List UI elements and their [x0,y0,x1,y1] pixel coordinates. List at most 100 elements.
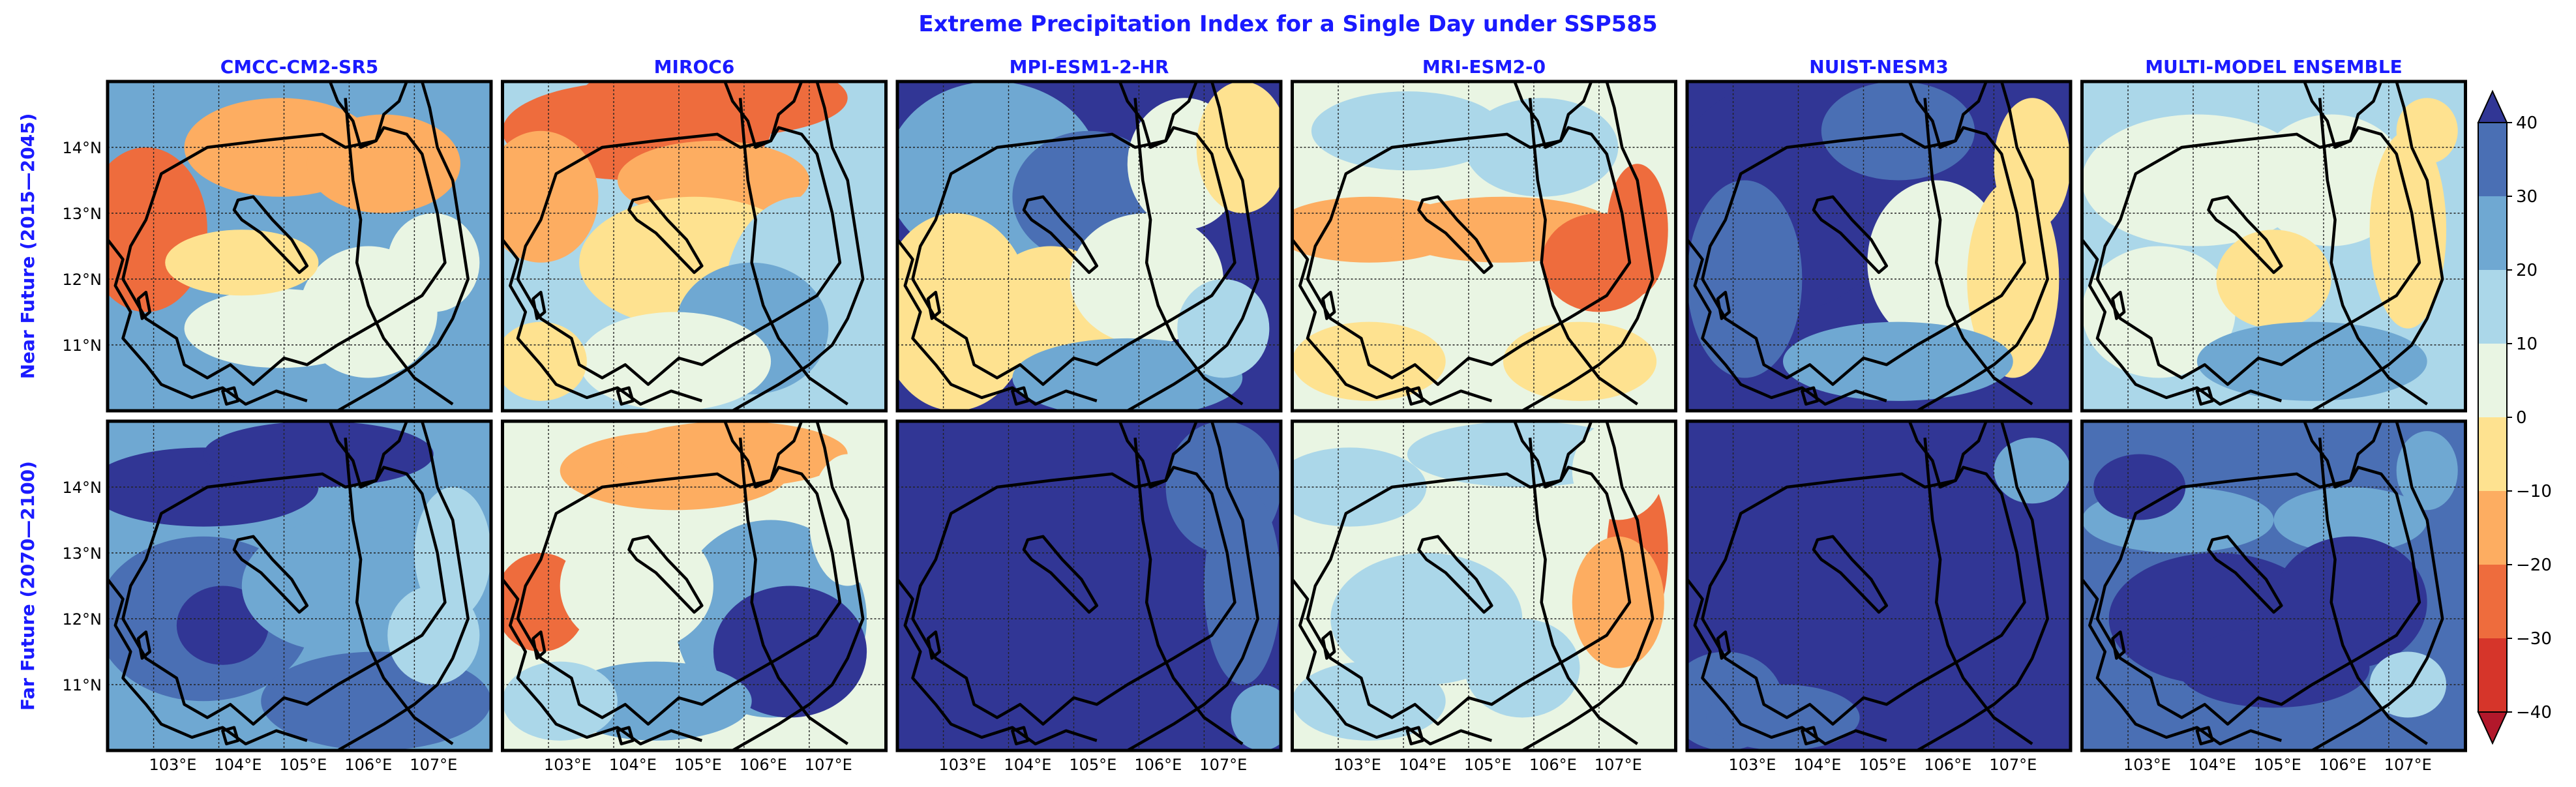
longitude-tick: 107°E [1989,756,2037,774]
latitude-tick: 12°N [63,271,102,289]
island-outline [926,290,941,320]
colorbar-segment [2478,565,2507,639]
map-panel [502,421,886,750]
map-panel [502,82,886,411]
contour-region [1503,321,1657,401]
contour-region [387,586,480,685]
latitude-tick: 14°N [63,139,102,157]
country-border [2095,126,2421,386]
longitude-tick: 104°E [214,756,262,774]
island-outline [1321,630,1336,660]
country-border [121,466,447,726]
longitude-tick: 105°E [674,756,722,774]
colorbar-segment [2478,123,2507,197]
island-outline [1801,386,1820,406]
country-border [1513,82,1593,149]
country-border [1908,82,1988,149]
colorbar: 40 30 20 10 0 −10 −20 −30 −40 [2477,89,2552,745]
contour-region [2196,321,2427,401]
country-border [732,82,865,411]
map-panel [1292,82,1676,411]
river [738,98,848,406]
axis-labels: CMCC-CM2-SR5 MIROC6 MPI-ESM1-2-HR MRI-ESM2-… [17,56,2432,774]
contour-region [2093,454,2186,520]
map-panel [1292,421,1676,750]
island-outline [1321,290,1336,320]
map-panel [897,82,1281,411]
island-outline [136,630,151,660]
longitude-tick: 105°E [1859,756,1906,774]
river [344,438,454,745]
country-border [2311,421,2444,750]
panel-frame [501,80,888,413]
country-border [723,82,803,149]
island-outline [1011,386,1030,406]
coastline [2082,578,2282,746]
longitude-tick: 105°E [2254,756,2301,774]
island-outline [2195,386,2214,406]
country-border [2303,82,2383,149]
latitude-tick: 13°N [63,205,102,223]
colorbar-extend-max [2477,89,2508,123]
colorbar-tick-label: −40 [2516,703,2552,722]
contour-region [1231,685,1281,750]
contour-region [176,586,269,665]
colorbar-segment [2478,491,2507,565]
country-border [1306,126,1632,386]
model-title: NUIST-NESM3 [1809,56,1948,78]
colorbar-tick-label: 30 [2516,187,2538,207]
latitude-tick: 14°N [63,479,102,497]
country-border [1916,421,2049,750]
row-label: Near Future (2015—2045) [17,113,38,379]
panel-frame [1291,419,1677,752]
island-outline [136,290,151,320]
country-border [911,126,1236,386]
island-outline [1405,726,1424,746]
river [1923,438,2033,745]
river [2318,98,2428,406]
lake-outline [232,195,309,275]
country-border [1916,82,2049,411]
map-panel [1687,82,2071,411]
colorbar-segment [2478,196,2507,271]
country-border [337,82,470,411]
panel-frame [895,80,1283,413]
lake-outline [1022,535,1099,614]
coastline [1687,578,1887,746]
colorbar-segment [2478,270,2507,344]
panel-frame [106,419,493,752]
longitude-tick: 104°E [609,756,657,774]
lake-outline [2207,535,2283,614]
country-border [1118,82,1198,149]
contour-region [1687,180,1803,378]
longitude-tick: 106°E [1924,756,1971,774]
longitude-tick: 103°E [938,756,986,774]
contour-region [1572,536,1664,668]
river [1528,98,1638,406]
contour-region [2178,629,2370,708]
country-border [121,126,447,386]
map-panel [108,82,491,411]
model-title: MIROC6 [654,56,735,78]
country-border [723,421,803,489]
longitude-tick: 106°E [740,756,787,774]
map-panel [108,421,491,750]
model-title: MPI-ESM1-2-HR [1010,56,1169,78]
river [1528,438,1638,745]
colorbar-tick-label: −10 [2516,482,2552,501]
river [1133,98,1244,406]
longitude-tick: 103°E [149,756,196,774]
coastline [1292,578,1492,746]
longitude-tick: 103°E [544,756,592,774]
longitude-tick: 107°E [805,756,852,774]
contour-region [1311,91,1503,171]
colorbar-segment [2478,344,2507,418]
contour-region [1706,685,1860,750]
lake-outline [1417,195,1493,275]
longitude-tick: 104°E [2189,756,2236,774]
longitude-tick: 103°E [2123,756,2171,774]
contour-region [1783,321,2013,401]
longitude-tick: 106°E [2319,756,2367,774]
longitude-tick: 105°E [1069,756,1116,774]
map-panel [2082,82,2466,411]
